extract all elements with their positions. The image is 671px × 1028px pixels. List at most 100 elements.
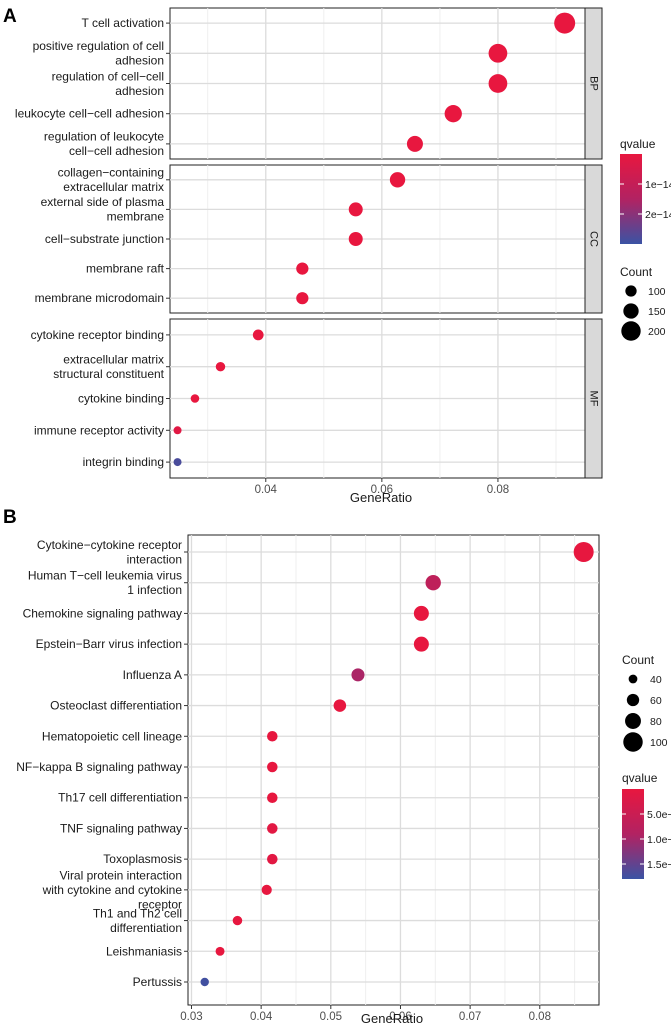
facet-strip-label-cc: CC [588, 231, 600, 247]
colorbar-tick-label: 5.0e−13 [647, 809, 671, 821]
size-legend-label: 40 [650, 674, 662, 686]
term-label-t-cell-activation: T cell activation [82, 16, 164, 30]
size-legend-dot [626, 693, 640, 707]
dot-th17-cell-differentiation [267, 792, 278, 803]
term-label-regulation-of-cell-cell-adhesion: regulation of cell−cell adhesion [52, 69, 164, 98]
x-tick-label: 0.04 [255, 484, 278, 496]
dot-leishmaniasis [215, 946, 225, 956]
term-label-toxoplasmosis: Toxoplasmosis [103, 852, 182, 866]
dot-epstein-barr-virus-infection [413, 636, 429, 652]
dot-viral-protein-interaction-with-cytokine-and-cytokine-receptor [261, 884, 272, 895]
colorbar-tick-label: 2e−14 [645, 209, 671, 221]
dot-toxoplasmosis [267, 853, 278, 865]
term-label-cytokine-receptor-binding: cytokine receptor binding [31, 328, 164, 342]
dot-hematopoietic-cell-lineage [267, 731, 278, 742]
term-label-cytokine-cytokine-receptor-interaction: Cytokine−cytokine receptor interaction [37, 538, 182, 567]
size-legend-label: 100 [648, 286, 666, 298]
size-legend-dot [628, 674, 638, 684]
facet-bp: T cell activation positive regulation of … [15, 7, 603, 160]
term-label-extracellular-matrix-structural-constituent: extracellular matrix structural constitue… [53, 352, 164, 381]
panel-a-legend: qvalue 1e−14 2e−14 Count 100 150 200 [620, 137, 671, 341]
colorbar-tick-label: 1e−14 [645, 179, 671, 191]
panel-b-legend-count-title: Count [622, 653, 655, 667]
dot-cytokine-receptor-binding [252, 329, 264, 341]
dot-external-side-of-plasma-membrane [348, 202, 363, 217]
facet-strip-label-mf: MF [588, 391, 600, 407]
dot-regulation-of-leukocyte-cell-cell-adhesion [406, 135, 423, 152]
dot-membrane-microdomain [296, 292, 309, 305]
dot-extracellular-matrix-structural-constituent [215, 361, 226, 372]
dot-osteoclast-differentiation [333, 699, 347, 712]
term-label-membrane-microdomain: membrane microdomain [35, 291, 164, 305]
term-label-influenza-a: Influenza A [123, 668, 182, 682]
colorbar-tick-label: 1.5e−12 [647, 859, 671, 871]
term-label-external-side-of-plasma-membrane: external side of plasma membrane [41, 195, 165, 224]
dot-collagen-containing-extracellular-matrix [389, 172, 406, 188]
x-tick-label: 0.03 [180, 1011, 202, 1023]
term-label-immune-receptor-activity: immune receptor activity [34, 423, 164, 437]
dot-regulation-of-cell-cell-adhesion [488, 74, 508, 93]
x-tick-label: 0.04 [250, 1011, 273, 1023]
facet-cc: collagen−containing extracellular matrixe… [35, 164, 603, 314]
term-label-th1-and-th2-cell-differentiation: Th1 and Th2 cell differentiation [93, 906, 182, 935]
size-legend-dot [623, 732, 643, 752]
size-legend-label: 200 [648, 326, 666, 338]
dot-th1-and-th2-cell-differentiation [232, 915, 243, 926]
panel-a-legend-count-title: Count [620, 265, 653, 279]
size-legend-label: 80 [650, 716, 662, 728]
dot-cytokine-cytokine-receptor-interaction [573, 542, 594, 562]
term-label-integrin-binding: integrin binding [83, 455, 164, 469]
panel-b-legend-qvalue-title: qvalue [622, 771, 658, 785]
panel-b-x-axis-title: GeneRatio [361, 1011, 423, 1026]
term-label-th17-cell-differentiation: Th17 cell differentiation [58, 791, 182, 805]
term-label-cell-substrate-junction: cell−substrate junction [45, 232, 164, 246]
dot-cytokine-binding [190, 394, 200, 403]
panel-b-qvalue-colorbar [622, 789, 644, 879]
dot-human-t-cell-leukemia-virus-1-infection [425, 575, 441, 591]
dot-influenza-a [351, 668, 365, 682]
facet-strip-cc [584, 164, 603, 314]
x-tick-label: 0.07 [459, 1011, 481, 1023]
term-label-regulation-of-leukocyte-cell-cell-adhesion: regulation of leukocyte cell−cell adhesio… [44, 130, 164, 159]
dot-cell-substrate-junction [348, 232, 363, 246]
x-tick-label: 0.08 [529, 1011, 551, 1023]
x-tick-label: 0.08 [487, 484, 509, 496]
dot-positive-regulation-of-cell-adhesion [488, 43, 508, 63]
size-legend-label: 150 [648, 306, 666, 318]
panel-a-qvalue-colorbar [620, 154, 642, 244]
term-label-epstein-barr-virus-infection: Epstein−Barr virus infection [36, 637, 182, 651]
x-tick-label: 0.05 [320, 1011, 342, 1023]
panel-b: B Cytokine−cytokine receptor interactionH… [3, 507, 671, 1026]
dot-t-cell-activation [554, 12, 576, 34]
term-label-membrane-raft: membrane raft [86, 262, 165, 276]
term-label-human-t-cell-leukemia-virus-1-infection: Human T−cell leukemia virus 1 infection [28, 568, 182, 597]
dot-leukocyte-cell-cell-adhesion [444, 105, 462, 123]
size-legend-label: 100 [650, 737, 668, 749]
facet-strip-bp [584, 7, 603, 160]
term-label-tnf-signaling-pathway: TNF signaling pathway [60, 821, 182, 835]
dot-pertussis [200, 977, 209, 987]
panel-a-legend-qvalue-title: qvalue [620, 137, 656, 151]
term-label-cytokine-binding: cytokine binding [78, 392, 164, 406]
size-legend-dot [623, 303, 639, 319]
panel-a-x-axis-title: GeneRatio [350, 490, 412, 505]
term-label-chemokine-signaling-pathway: Chemokine signaling pathway [23, 606, 182, 620]
facet-strip-mf [584, 318, 603, 479]
panel-b-letter: B [3, 507, 17, 528]
x-tick-label: 0.06 [389, 1011, 411, 1023]
term-label-collagen-containing-extracellular-matrix: collagen−containing extracellular matrix [58, 166, 164, 195]
term-label-pertussis: Pertussis [133, 975, 182, 989]
dot-tnf-signaling-pathway [267, 823, 278, 834]
panel-a: A T cell activation positive regulation o… [3, 6, 671, 505]
dot-chemokine-signaling-pathway [413, 605, 429, 621]
dot-immune-receptor-activity [173, 426, 182, 435]
term-label-nf-kappa-b-signaling-pathway: NF−kappa B signaling pathway [16, 760, 182, 774]
facet-mf: cytokine receptor binding extracellular m… [31, 318, 603, 479]
term-label-osteoclast-differentiation: Osteoclast differentiation [50, 699, 182, 713]
x-tick-label: 0.06 [371, 484, 393, 496]
size-legend-dot [621, 321, 641, 341]
term-label-hematopoietic-cell-lineage: Hematopoietic cell lineage [42, 729, 182, 743]
panel-b-legend: Count 40 60 80 100 qvalue 5.0e−13 1.0e−12 1.5… [622, 653, 671, 879]
dot-integrin-binding [173, 458, 182, 467]
